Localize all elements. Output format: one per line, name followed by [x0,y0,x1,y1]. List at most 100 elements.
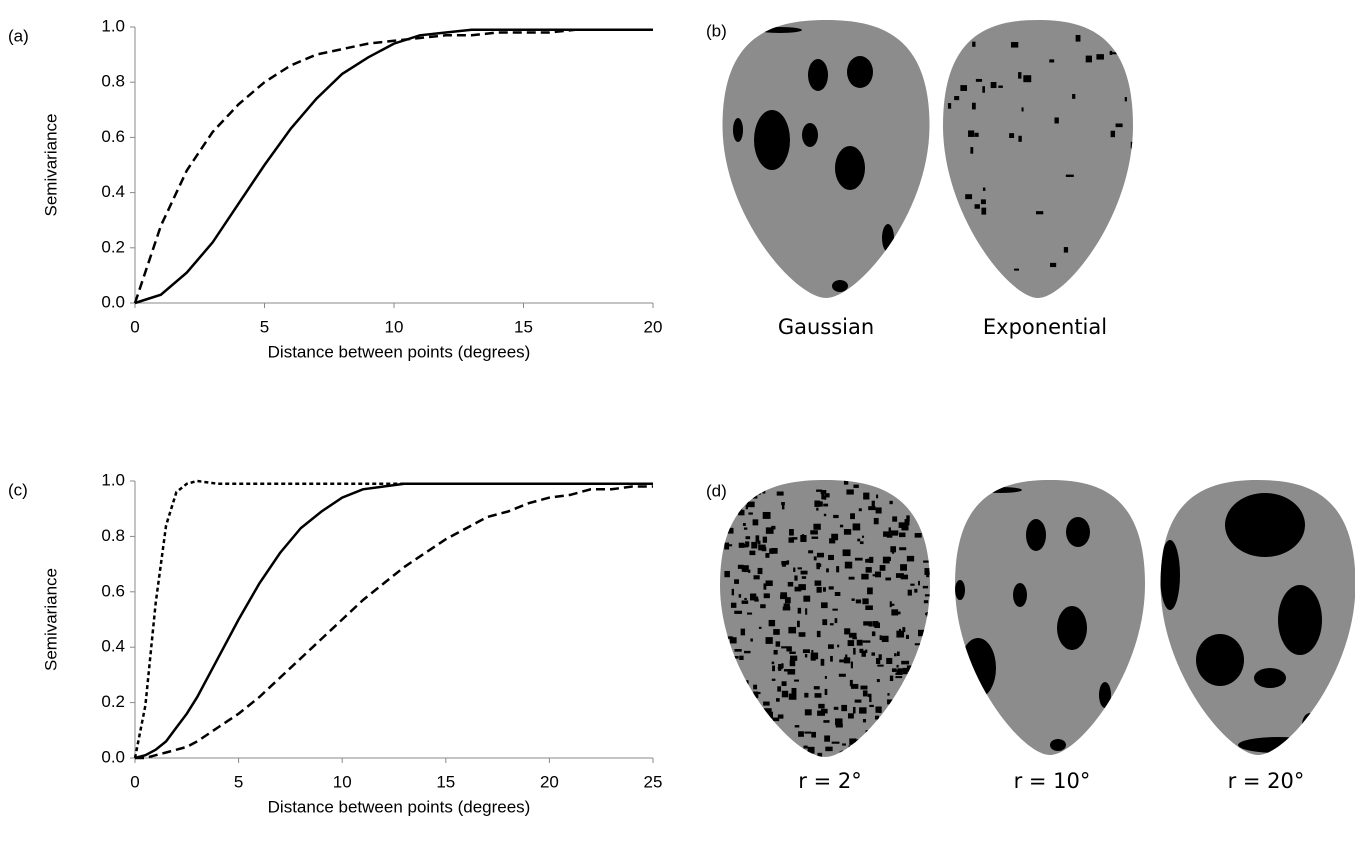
spot [758,545,765,551]
x-tick-label: 15 [436,772,455,791]
spot [899,547,906,550]
spot [721,526,723,530]
spot [731,603,736,608]
y-tick-label: 1.0 [101,470,125,489]
spot [803,649,810,653]
spot [998,86,1003,88]
spot [883,557,890,564]
spot [926,536,930,542]
spot [918,684,923,689]
spot [756,535,760,542]
y-tick-label: 0.8 [101,72,125,91]
spot [975,204,980,209]
spot [1050,739,1066,751]
spot [1036,211,1043,214]
panel-label: (b) [706,21,727,40]
spot [960,638,996,698]
spot [955,580,965,600]
y-tick-label: 1.0 [101,16,125,35]
spot [836,566,839,572]
spot [816,501,823,506]
spot [1055,117,1059,123]
egg [943,20,1133,298]
spot [736,649,740,651]
spot [918,581,920,585]
spot [731,697,734,700]
spot [891,604,894,606]
spot [850,513,855,519]
spot [923,586,928,589]
x-tick-label: 20 [540,772,559,791]
spot [855,700,862,703]
spot [800,535,806,542]
spot [844,529,851,535]
spot [848,640,855,646]
spot [889,501,892,504]
spot [794,680,799,682]
spot [808,59,828,91]
spot [780,595,787,599]
spot [835,618,838,623]
spot [738,507,743,514]
spot [749,723,757,730]
spot [781,663,783,668]
spot [766,746,773,752]
spot [741,713,745,717]
spot [963,276,970,280]
spot [835,146,865,190]
spot [790,660,796,666]
spot [924,568,930,575]
spot [841,751,846,758]
y-tick-label: 0.0 [101,747,125,766]
spot [1278,585,1322,655]
spot [740,740,746,744]
spot [915,643,922,645]
x-tick-label: 20 [644,317,663,336]
spot [863,719,866,722]
spot [902,627,905,632]
spot [781,646,787,648]
spot [823,504,828,507]
spot [1110,52,1118,54]
spot [925,613,928,615]
spot [750,639,752,642]
spot [844,481,848,485]
spot [1076,35,1081,42]
spot [821,659,825,666]
spot [766,580,773,586]
spot [825,689,828,695]
spot [825,676,827,679]
spot [817,553,824,558]
spot [835,592,841,596]
spot [1066,175,1074,177]
spot [797,621,800,627]
spot [906,635,909,639]
spot [949,51,952,56]
spot [953,234,959,238]
spot [818,704,824,709]
spot [863,493,869,500]
spot [907,556,914,562]
spot [896,695,900,699]
spot [759,627,762,629]
spot [915,483,923,488]
spot [849,745,856,751]
spot [821,490,827,494]
spot [832,280,848,292]
spot [856,599,861,603]
spot [747,613,752,615]
spot [917,671,920,675]
spot [1124,233,1127,239]
spot [814,686,820,689]
spot [890,676,893,681]
spot [928,550,935,553]
spot [898,739,902,742]
spot [855,739,862,744]
spot [945,188,948,191]
spot [815,580,822,585]
x-axis-label: Distance between points (degrees) [268,797,531,816]
spot [872,501,875,508]
spot [750,731,754,736]
spot [887,693,889,696]
spot [863,640,871,642]
